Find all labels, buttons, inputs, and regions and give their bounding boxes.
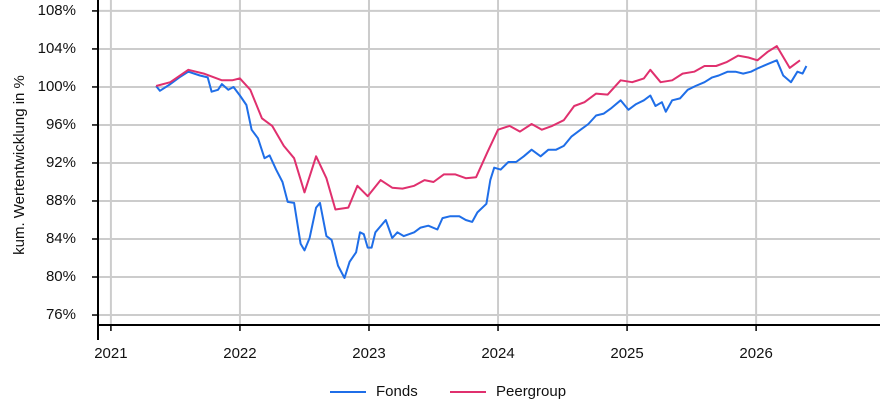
legend-label: Fonds xyxy=(376,383,418,400)
y-tick-label: 84% xyxy=(46,230,76,247)
legend-label: Peergroup xyxy=(496,383,566,400)
y-tick-label: 80% xyxy=(46,268,76,285)
y-tick-label: 76% xyxy=(46,306,76,323)
x-tick-label: 2024 xyxy=(481,345,514,362)
x-tick-label: 2026 xyxy=(739,345,772,362)
series-line xyxy=(155,59,808,279)
series-line xyxy=(155,45,801,211)
x-tick-label: 2025 xyxy=(610,345,643,362)
y-tick-label: 108% xyxy=(38,2,76,19)
x-tick-label: 2023 xyxy=(352,345,385,362)
y-tick-label: 88% xyxy=(46,192,76,209)
y-tick-label: 92% xyxy=(46,154,76,171)
y-tick-label: 96% xyxy=(46,116,76,133)
y-tick-label: 104% xyxy=(38,40,76,57)
y-axis-title: kum. Wertentwicklung in % xyxy=(11,75,28,255)
x-tick-label: 2022 xyxy=(223,345,256,362)
y-tick-label: 100% xyxy=(38,78,76,95)
x-tick-label: 2021 xyxy=(94,345,127,362)
